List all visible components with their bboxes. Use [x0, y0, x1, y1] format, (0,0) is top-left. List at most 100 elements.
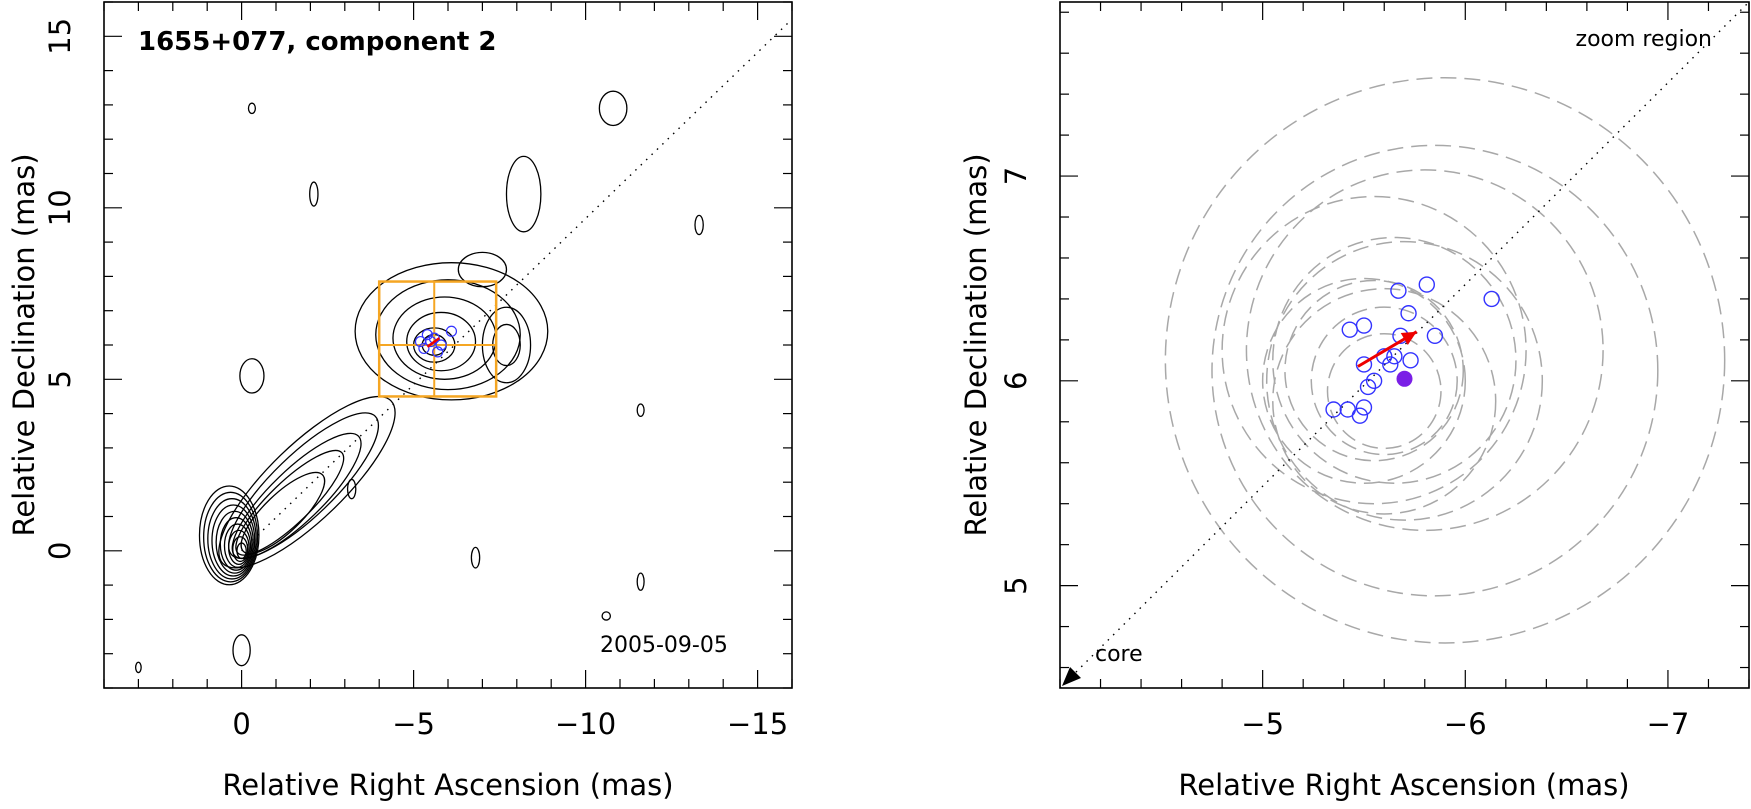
core-arrowhead — [1062, 667, 1081, 686]
jet-contour — [240, 471, 326, 555]
x-tick-label: −15 — [727, 707, 788, 741]
component-point — [1382, 356, 1399, 373]
y-tick-label: 15 — [43, 18, 77, 55]
right-panel: −5 −6 −7 5 6 7 zoom region core Relative Righ… — [959, 1, 1750, 802]
y-tick-label: 5 — [999, 576, 1033, 594]
component-point — [445, 325, 458, 337]
component-point — [1400, 305, 1417, 322]
y-tick-label: 7 — [999, 167, 1033, 185]
left-date-label: 2005-09-05 — [600, 633, 728, 658]
component-contour — [375, 279, 521, 391]
uncertainty-circle — [1265, 240, 1544, 521]
core-contour — [207, 498, 257, 580]
uncertainty-circle — [1284, 279, 1465, 462]
component-points — [414, 325, 458, 358]
component-point — [418, 342, 430, 355]
noise-contour — [239, 358, 265, 394]
component-contour — [392, 296, 497, 380]
left-panel: 0 −5 −10 −15 0 5 10 15 1655+077, component 2 20… — [7, 1, 793, 802]
uncertainty-circle — [1221, 195, 1527, 505]
component-contour — [354, 262, 549, 401]
component-point — [1355, 317, 1373, 334]
component-point — [414, 335, 427, 348]
core-contour — [211, 504, 256, 577]
component-point — [435, 339, 447, 351]
jet-axis-line — [1059, 1, 1750, 689]
right-ticks: −5 −6 −7 5 6 7 — [999, 2, 1750, 741]
noise-contour — [636, 403, 645, 417]
noise-contour — [346, 478, 357, 500]
zoom-region-label: zoom region — [1576, 27, 1712, 52]
y-tick-label: 5 — [43, 370, 77, 388]
uncertainty-circle — [1326, 332, 1442, 450]
jet-axis-line — [241, 18, 793, 552]
uncertainty-circle — [1261, 277, 1467, 484]
noise-contour — [232, 634, 251, 667]
noise-contour — [309, 181, 319, 207]
noise-contour — [134, 661, 142, 674]
zoom-box-rect — [377, 280, 498, 398]
jet-axis-line — [241, 18, 793, 552]
left-xlabel: Relative Right Ascension (mas) — [222, 768, 673, 802]
noise-contour — [636, 572, 645, 591]
core-contour — [203, 491, 259, 583]
radio-contours — [134, 90, 704, 674]
jet-contour — [227, 412, 380, 560]
right-ylabel: Relative Declination (mas) — [959, 153, 993, 536]
component-point — [432, 346, 444, 358]
component-point — [1418, 276, 1435, 293]
uncertainty-circle — [1164, 77, 1726, 644]
component-point — [1402, 352, 1419, 369]
x-tick-label: −6 — [1444, 707, 1487, 741]
uncertainty-circle — [1211, 144, 1659, 597]
component-point — [421, 329, 433, 341]
x-tick-label: −5 — [1241, 707, 1284, 741]
uncertainty-circle — [1272, 287, 1497, 515]
core-label: core — [1095, 642, 1143, 667]
jet-contour — [598, 90, 628, 127]
uncertainty-circle — [1310, 306, 1458, 456]
component-point — [1341, 321, 1358, 338]
uncertainty-circles — [1164, 77, 1726, 644]
noise-contour — [247, 102, 257, 115]
motion-arrow — [426, 337, 441, 348]
noise-contour — [601, 611, 612, 621]
right-xlabel: Relative Right Ascension (mas) — [1178, 768, 1629, 802]
jet-contour — [457, 251, 508, 288]
component-point — [1355, 356, 1373, 373]
component-contour — [406, 311, 477, 372]
x-tick-label: −5 — [392, 707, 435, 741]
component-point — [1390, 282, 1407, 299]
motion-vector-head — [1400, 331, 1417, 346]
component-point — [1355, 399, 1373, 416]
jet-axis-line — [1059, 1, 1750, 689]
uncertainty-circle — [1245, 169, 1604, 532]
left-title: 1655+077, component 2 — [138, 27, 496, 57]
zoom-box — [377, 280, 498, 398]
component-point — [1359, 378, 1377, 396]
component-point — [1365, 372, 1383, 390]
x-tick-label: −10 — [555, 707, 616, 741]
core-contour — [232, 536, 249, 563]
y-tick-label: 6 — [999, 372, 1033, 390]
left-ticks: 0 −5 −10 −15 0 5 10 15 — [43, 1, 793, 741]
x-tick-label: −7 — [1647, 707, 1690, 741]
y-tick-label: 0 — [43, 542, 77, 560]
component-point — [1483, 290, 1500, 308]
jet-contour — [505, 155, 542, 233]
noise-contour — [694, 214, 704, 236]
component-points — [1325, 276, 1500, 424]
x-tick-label: 0 — [232, 707, 250, 741]
right-plot-frame — [1059, 1, 1750, 689]
component-point — [1426, 327, 1444, 344]
component-point — [1325, 401, 1342, 418]
left-ylabel: Relative Declination (mas) — [7, 153, 41, 536]
core-contour — [198, 485, 260, 586]
component-point — [1386, 348, 1403, 365]
jet-contour — [218, 395, 396, 569]
y-tick-label: 10 — [43, 189, 77, 226]
mean-position-marker — [1396, 370, 1413, 387]
noise-contour — [470, 546, 481, 569]
uncertainty-circle — [1272, 236, 1517, 484]
